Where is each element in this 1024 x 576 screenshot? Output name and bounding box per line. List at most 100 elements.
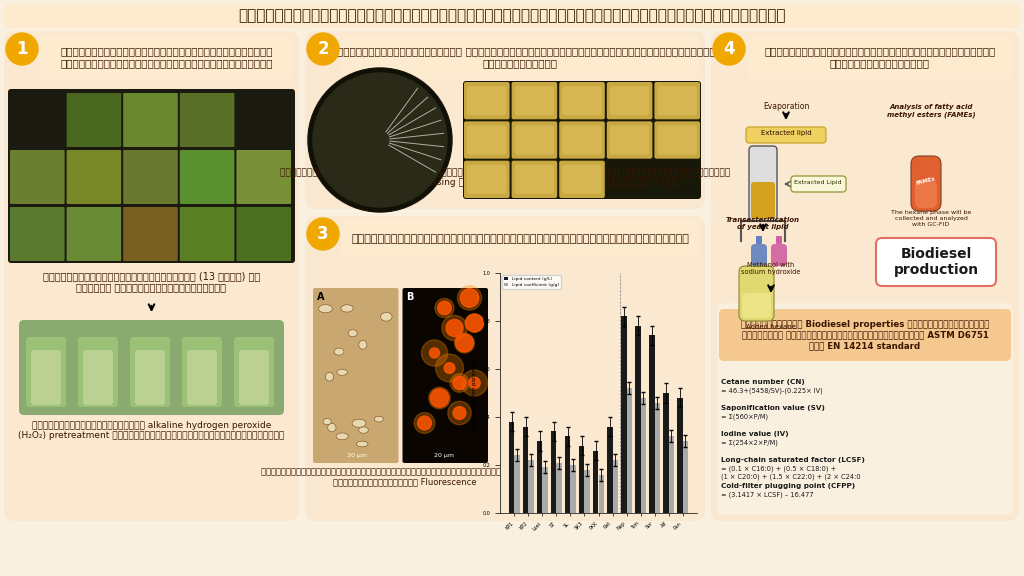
FancyBboxPatch shape	[515, 86, 554, 115]
FancyBboxPatch shape	[467, 165, 507, 194]
FancyBboxPatch shape	[180, 93, 234, 147]
Circle shape	[466, 314, 483, 332]
FancyBboxPatch shape	[915, 180, 937, 208]
Bar	[598, 475, 604, 513]
FancyBboxPatch shape	[4, 4, 1020, 28]
FancyBboxPatch shape	[607, 122, 652, 158]
Circle shape	[429, 348, 439, 358]
Circle shape	[446, 320, 463, 336]
Circle shape	[313, 73, 447, 207]
Text: จัดเตรียมและปรับสภาพหญ้าแฝกและหญ้า
อาหารสัตว์เพื่อใช้เป็นแหล่งคาร์บอน: จัดเตรียมและปรับสภาพหญ้าแฝกและหญ้า อาหาร…	[60, 46, 272, 68]
Circle shape	[456, 334, 473, 352]
Circle shape	[435, 354, 464, 382]
Text: A: A	[317, 292, 325, 302]
FancyBboxPatch shape	[562, 126, 602, 155]
FancyBboxPatch shape	[657, 86, 697, 115]
Bar	[641, 398, 646, 513]
FancyBboxPatch shape	[237, 207, 291, 261]
Circle shape	[460, 289, 479, 308]
Ellipse shape	[337, 369, 347, 376]
FancyBboxPatch shape	[305, 31, 705, 209]
FancyBboxPatch shape	[911, 156, 941, 211]
Text: 1: 1	[16, 40, 28, 58]
Text: 20 μm: 20 μm	[434, 453, 455, 458]
Bar	[556, 463, 562, 513]
Ellipse shape	[381, 312, 392, 321]
FancyBboxPatch shape	[402, 288, 488, 463]
Ellipse shape	[334, 348, 344, 355]
Y-axis label: Lipid production parameter: Lipid production parameter	[472, 355, 477, 431]
FancyBboxPatch shape	[559, 122, 605, 158]
Bar	[635, 326, 641, 513]
Text: Cold-filter plugging point (CFPP): Cold-filter plugging point (CFPP)	[721, 483, 855, 489]
Circle shape	[453, 376, 466, 389]
Circle shape	[469, 377, 480, 389]
Text: Saponification value (SV): Saponification value (SV)	[721, 405, 825, 411]
FancyBboxPatch shape	[771, 244, 787, 266]
Text: Biodiesel
production: Biodiesel production	[893, 247, 979, 277]
Text: ทำการปรับสภาพด้วยวิธี alkaline hydrogen peroxide
(H₂O₂) pretreatment และนำไปฆ่าเ: ทำการปรับสภาพด้วยวิธี alkaline hydrogen …	[18, 421, 285, 441]
Bar	[622, 316, 627, 513]
Ellipse shape	[326, 373, 334, 381]
FancyBboxPatch shape	[559, 161, 605, 198]
FancyBboxPatch shape	[123, 93, 178, 147]
FancyBboxPatch shape	[610, 86, 649, 115]
FancyBboxPatch shape	[751, 244, 767, 266]
FancyBboxPatch shape	[305, 216, 705, 521]
FancyBboxPatch shape	[654, 122, 700, 158]
FancyBboxPatch shape	[8, 89, 295, 263]
Bar	[565, 436, 570, 513]
Text: เติมยีสต์สะสมไขมันลงในอาหารที่มีหญ้าทั้ง 13 ชนิดเป็นแหล่งคาร์บอน ผ่านกระบวนการผล: เติมยีสต์สะสมไขมันลงในอาหารที่มีหญ้าทั้ง…	[280, 167, 730, 187]
Text: = (3.1417 × LCSF) – 16.477: = (3.1417 × LCSF) – 16.477	[721, 492, 814, 498]
FancyBboxPatch shape	[467, 126, 507, 155]
FancyBboxPatch shape	[341, 220, 699, 258]
FancyBboxPatch shape	[182, 337, 222, 407]
Text: เพาะเลี้ยงยีสต์สะสมไขมัน โดยใช้หญ้าแฝกและหญ้าอาหารสัตว์เพื่อใช้เป็น
แหล่งคาร์บอน: เพาะเลี้ยงยีสต์สะสมไขมัน โดยใช้หญ้าแฝกแล…	[312, 46, 728, 68]
FancyBboxPatch shape	[123, 207, 178, 261]
Bar	[514, 456, 519, 513]
Ellipse shape	[358, 340, 367, 349]
Text: วิเคราะห์ค่า Biodiesel properties จากองค์ประกอบของ
กรดไขมัน โดยเปรียบเทียบกับค่า: วิเคราะห์ค่า Biodiesel properties จากองค…	[740, 320, 989, 350]
Text: Iodine value (IV): Iodine value (IV)	[721, 431, 788, 437]
Ellipse shape	[341, 305, 353, 312]
Bar	[649, 335, 654, 513]
FancyBboxPatch shape	[463, 81, 701, 199]
FancyBboxPatch shape	[742, 293, 771, 318]
FancyBboxPatch shape	[791, 176, 846, 192]
Ellipse shape	[356, 441, 368, 447]
Circle shape	[441, 315, 467, 340]
Circle shape	[418, 416, 431, 430]
Text: Evaporation: Evaporation	[763, 102, 809, 111]
Circle shape	[422, 340, 447, 366]
Ellipse shape	[358, 427, 369, 433]
Bar	[580, 446, 585, 513]
FancyBboxPatch shape	[719, 309, 1011, 361]
Text: Added hexane: Added hexane	[746, 324, 796, 330]
Text: วิเคราะห์ความสามารถในการผลิตน้ำมันของยีสต์สะสมไขมัน: วิเคราะห์ความสามารถในการผลิตน้ำมันของยีส…	[351, 234, 689, 244]
FancyBboxPatch shape	[83, 350, 113, 405]
FancyBboxPatch shape	[876, 238, 996, 286]
FancyBboxPatch shape	[341, 35, 699, 79]
FancyBboxPatch shape	[19, 320, 284, 415]
FancyBboxPatch shape	[239, 350, 269, 405]
Legend: Lipid content (g/L), Lipid coefficient (g/g): Lipid content (g/L), Lipid coefficient (…	[502, 275, 561, 289]
Text: ภาพแสดงหยดไขมันที่สร้างขึ้นภายในเซลล์ยีสต์สะสมไขมัน ภายใต้
กล้องจุลทรรศน์แบบ Flu: ภาพแสดงหยดไขมันที่สร้างขึ้นภายในเซลล์ยีส…	[261, 467, 548, 486]
Text: Analysis of fatty acid
methyl esters (FAMEs): Analysis of fatty acid methyl esters (FA…	[887, 104, 975, 118]
Text: 3: 3	[317, 225, 329, 243]
Text: = Σ(560×P/M): = Σ(560×P/M)	[721, 414, 768, 420]
FancyBboxPatch shape	[464, 161, 510, 198]
Circle shape	[444, 363, 455, 373]
Bar	[678, 398, 683, 513]
Text: = (0.1 × C16:0) + (0.5 × C18:0) +
(1 × C20:0) + (1.5 × C22:0) + (2 × C24:0: = (0.1 × C16:0) + (0.5 × C18:0) + (1 × C…	[721, 466, 860, 480]
FancyBboxPatch shape	[562, 165, 602, 194]
Circle shape	[437, 301, 452, 315]
Circle shape	[6, 33, 38, 65]
Bar	[551, 431, 556, 513]
FancyBboxPatch shape	[31, 350, 61, 405]
Text: Extracted lipid: Extracted lipid	[761, 130, 811, 136]
Circle shape	[455, 333, 474, 353]
Bar	[523, 427, 528, 513]
Circle shape	[435, 298, 454, 317]
FancyBboxPatch shape	[562, 86, 602, 115]
Bar	[627, 388, 632, 513]
